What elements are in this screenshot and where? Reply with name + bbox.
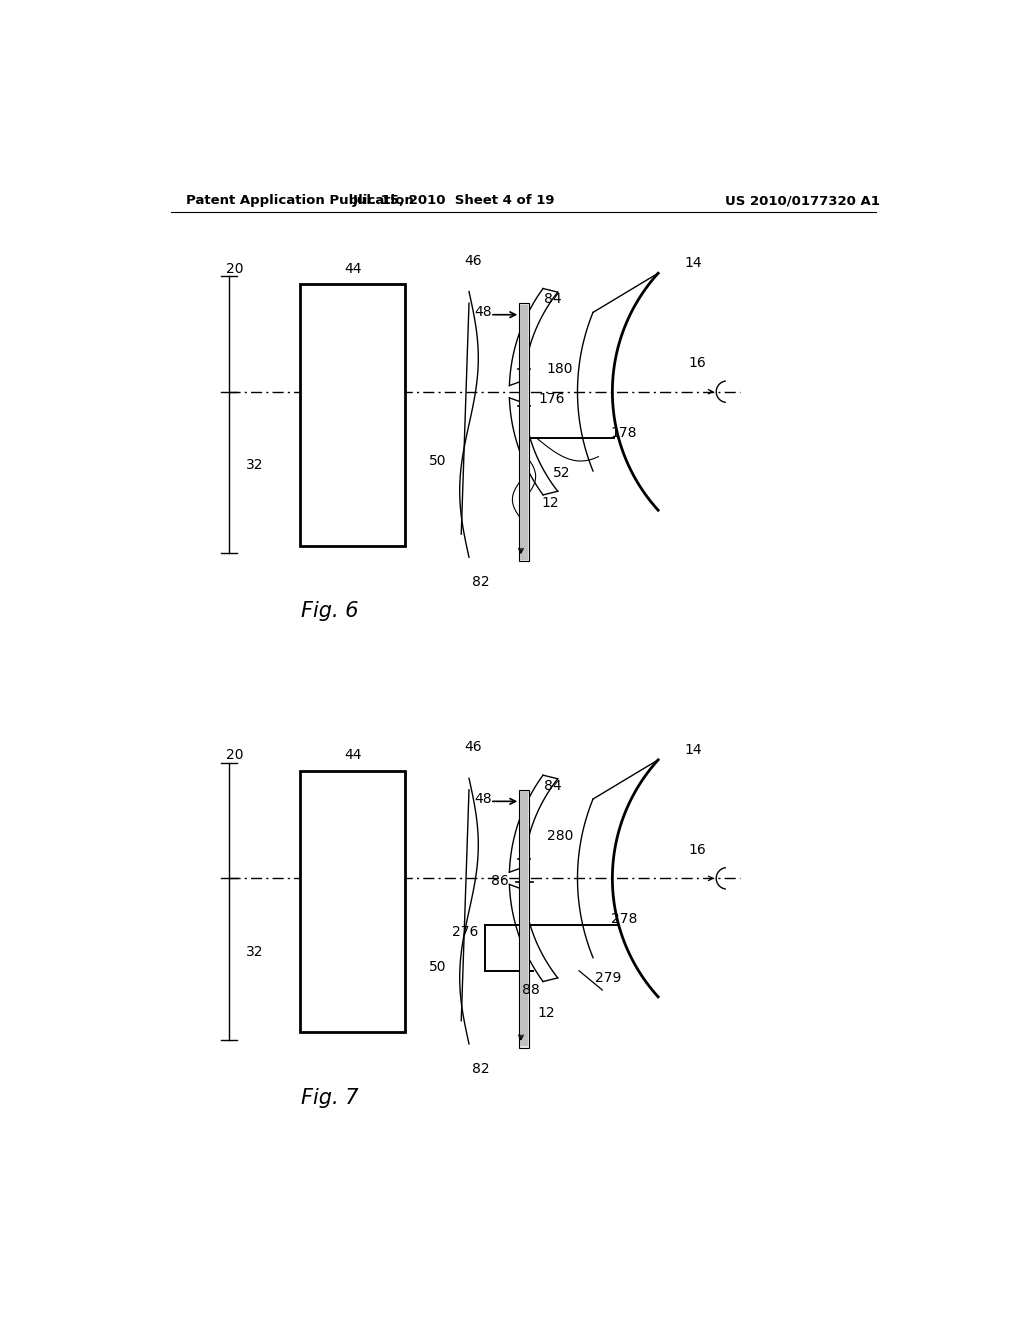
Text: 16: 16 xyxy=(689,356,707,370)
Text: 84: 84 xyxy=(544,779,561,793)
Text: 276: 276 xyxy=(452,925,478,940)
Text: 44: 44 xyxy=(344,261,361,276)
Text: 278: 278 xyxy=(610,912,637,927)
Text: 82: 82 xyxy=(472,1061,489,1076)
Text: 178: 178 xyxy=(610,425,637,440)
Text: 20: 20 xyxy=(226,261,244,276)
Bar xyxy=(519,304,528,561)
Text: 50: 50 xyxy=(429,454,446,469)
Text: 12: 12 xyxy=(538,1006,555,1020)
Bar xyxy=(300,284,406,545)
Text: 48: 48 xyxy=(474,792,492,807)
Text: 86: 86 xyxy=(492,874,509,887)
Text: 84: 84 xyxy=(544,292,561,306)
Bar xyxy=(520,305,528,560)
Text: 44: 44 xyxy=(344,748,361,762)
Text: 279: 279 xyxy=(595,972,622,986)
Text: Patent Application Publication: Patent Application Publication xyxy=(186,194,414,207)
Text: 48: 48 xyxy=(474,305,492,319)
Text: 176: 176 xyxy=(539,392,565,407)
Text: 82: 82 xyxy=(472,576,489,589)
Bar xyxy=(519,789,528,1048)
Text: 12: 12 xyxy=(542,496,559,511)
Text: 14: 14 xyxy=(685,256,702,271)
Text: 46: 46 xyxy=(464,253,481,268)
Text: 32: 32 xyxy=(246,945,263,958)
Text: 280: 280 xyxy=(547,829,572,843)
Bar xyxy=(300,771,406,1032)
Text: Fig. 6: Fig. 6 xyxy=(301,601,358,622)
Text: 52: 52 xyxy=(553,466,570,479)
Text: 16: 16 xyxy=(689,843,707,857)
Bar xyxy=(520,792,528,1047)
Text: 50: 50 xyxy=(429,960,446,974)
Text: 14: 14 xyxy=(685,743,702,756)
Text: Jul. 15, 2010  Sheet 4 of 19: Jul. 15, 2010 Sheet 4 of 19 xyxy=(352,194,555,207)
Text: 46: 46 xyxy=(464,741,481,755)
Text: US 2010/0177320 A1: US 2010/0177320 A1 xyxy=(725,194,880,207)
Text: 32: 32 xyxy=(246,458,263,471)
Text: 20: 20 xyxy=(226,748,244,762)
Text: 180: 180 xyxy=(547,362,573,376)
Text: Fig. 7: Fig. 7 xyxy=(301,1088,358,1107)
Text: 88: 88 xyxy=(522,983,540,997)
